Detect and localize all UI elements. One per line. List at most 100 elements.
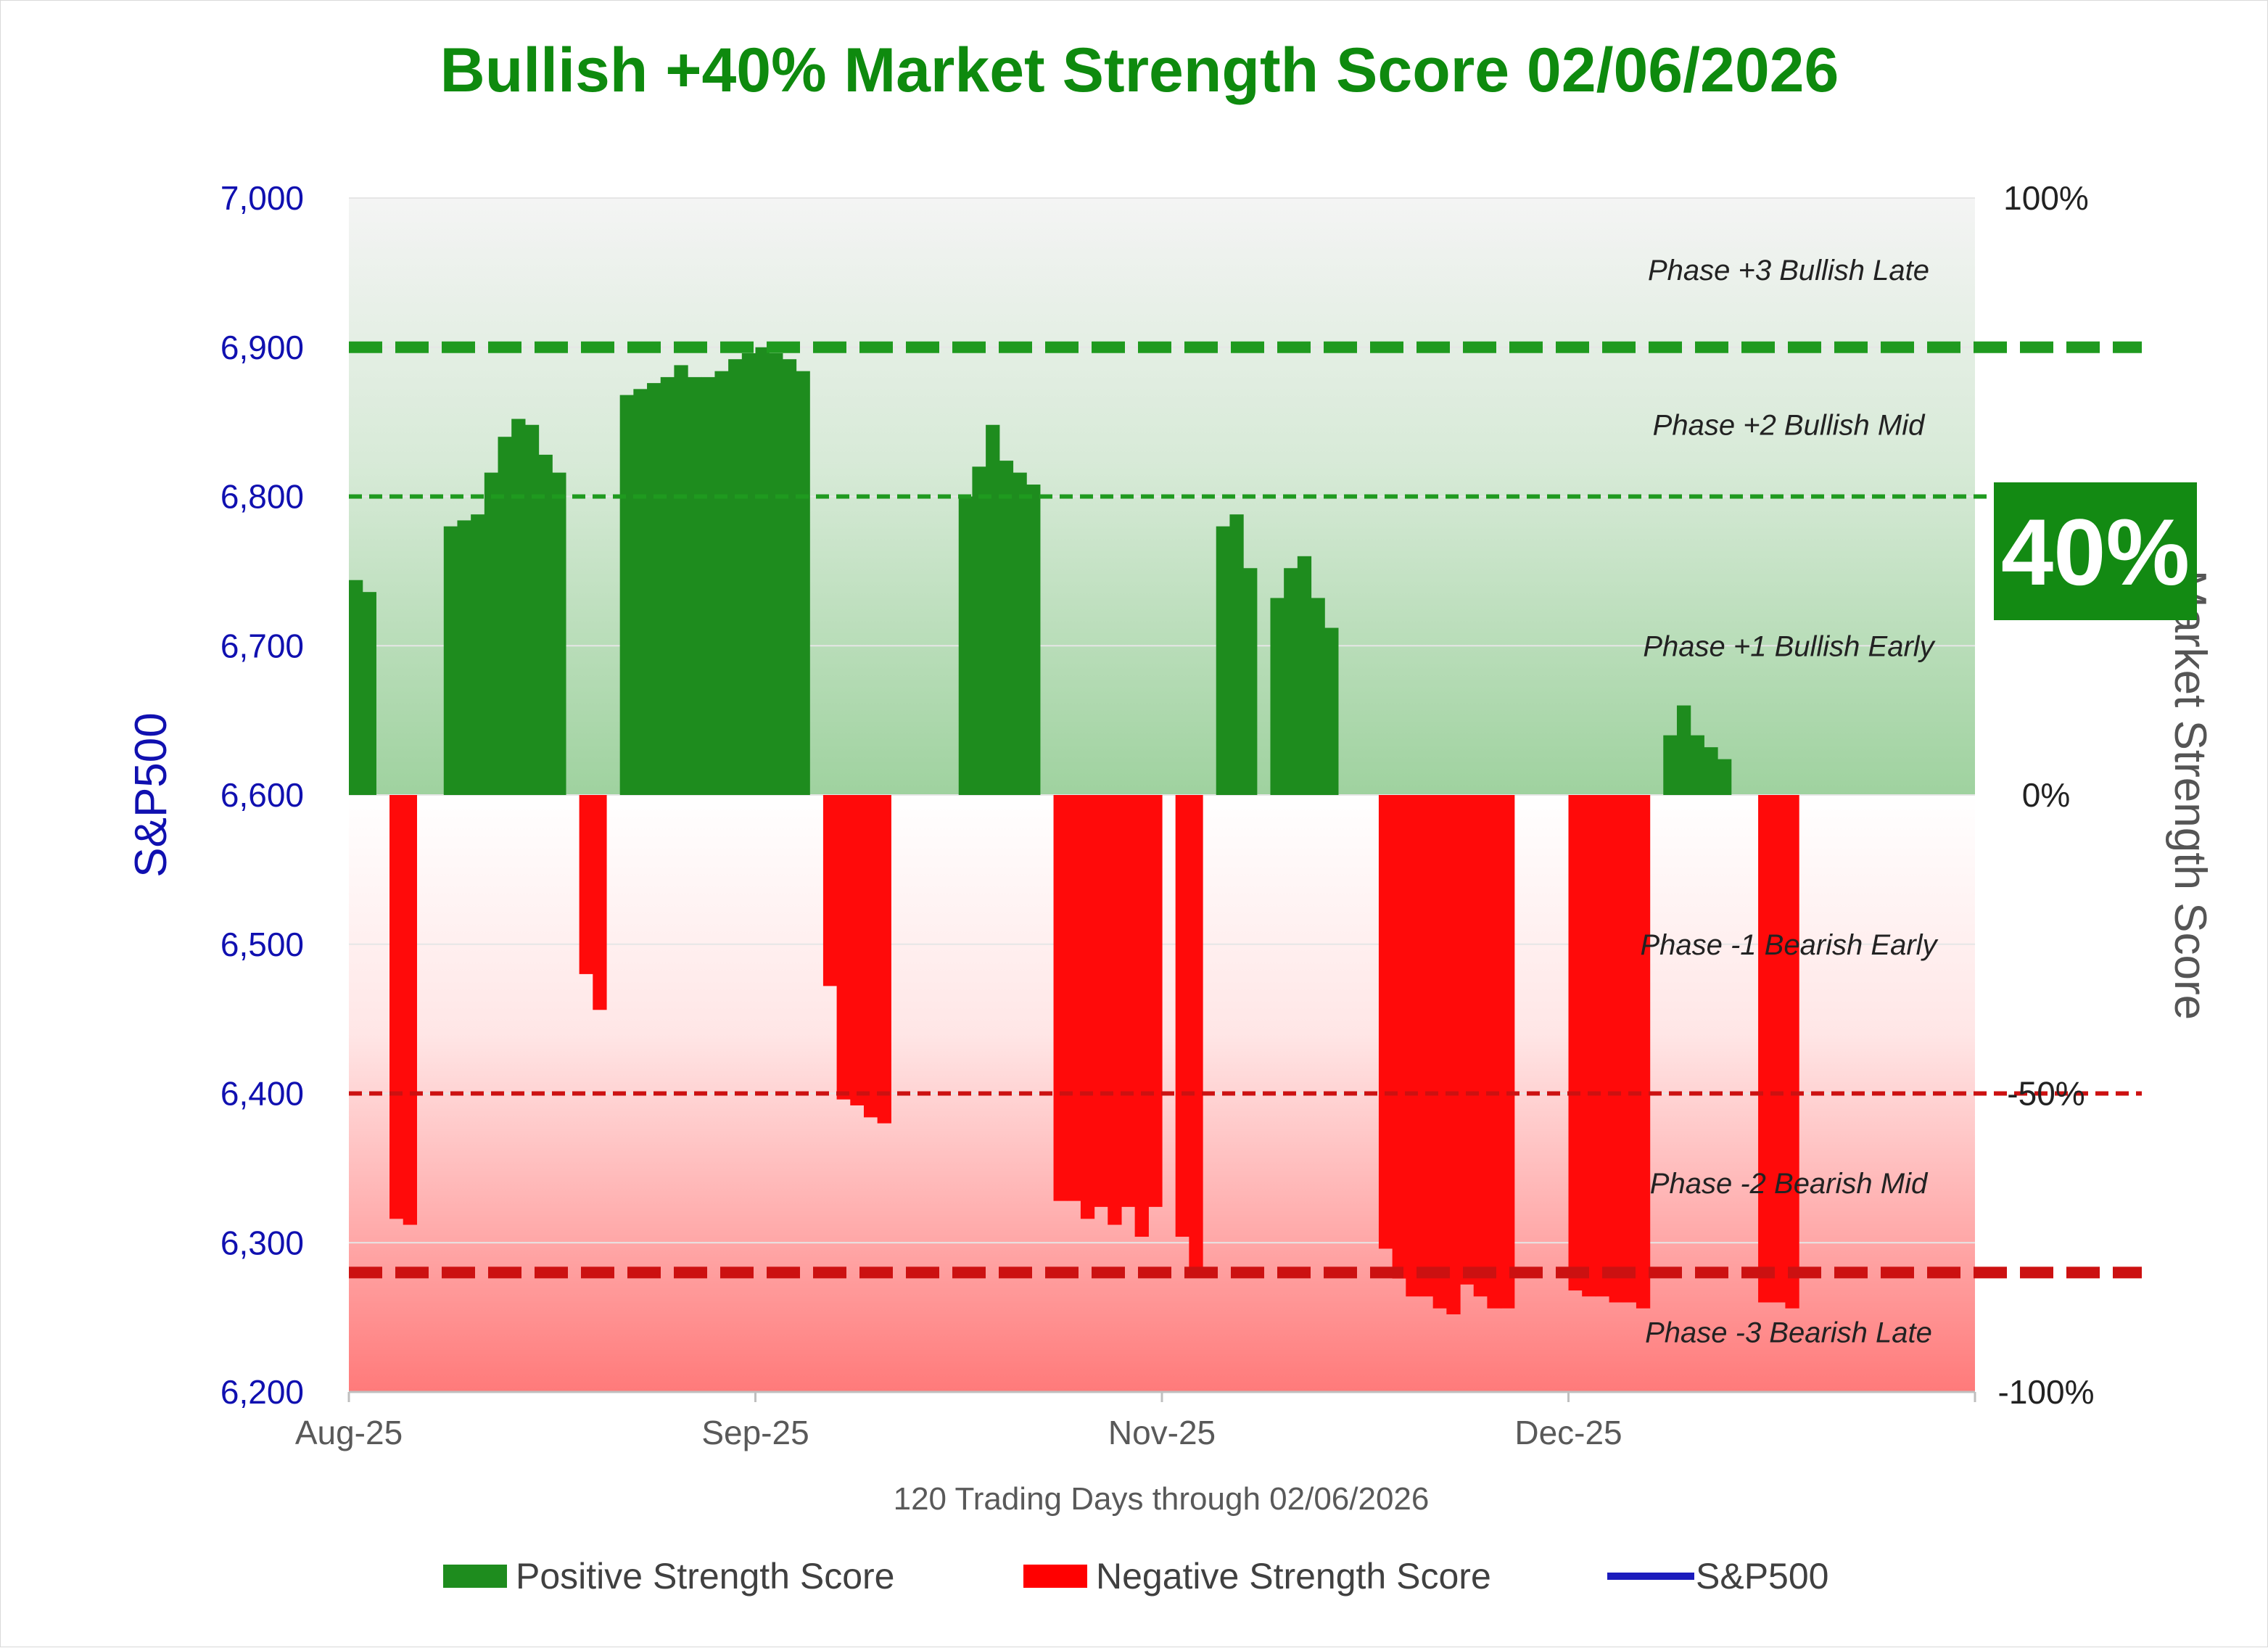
positive-score-bar <box>443 526 458 795</box>
negative-score-bar <box>1148 795 1163 1207</box>
negative-score-bar <box>1785 795 1799 1309</box>
negative-score-bar <box>1487 795 1501 1309</box>
positive-score-bar <box>755 347 770 795</box>
positive-score-bar <box>986 424 1000 795</box>
negative-score-bar <box>1378 795 1393 1249</box>
negative-score-bar <box>1134 795 1149 1237</box>
positive-score-bar <box>498 437 512 795</box>
x-tick-label: Nov-25 <box>1108 1414 1216 1451</box>
left-tick-label: 6,900 <box>220 329 304 366</box>
positive-score-bar <box>1324 627 1339 795</box>
right-tick-label: -100% <box>1998 1373 2095 1411</box>
phase-label: Phase -3 Bearish Late <box>1645 1317 1932 1349</box>
negative-score-bar <box>1582 795 1596 1297</box>
positive-score-bar <box>484 472 499 795</box>
phase-labels: Phase +3 Bullish Late Phase +2 Bullish Mi… <box>1640 255 1939 1349</box>
positive-score-bar <box>1026 485 1041 795</box>
score-box-bg <box>1994 482 2197 620</box>
positive-score-bar <box>1270 598 1284 795</box>
legend-label: S&P500 <box>1696 1556 1828 1596</box>
negative-score-bar <box>389 795 404 1219</box>
positive-score-bar <box>701 376 716 795</box>
x-tick-label: Sep-25 <box>701 1414 809 1451</box>
positive-score-bar <box>1311 598 1325 795</box>
negative-score-bar <box>1609 795 1623 1303</box>
positive-score-bar <box>1690 735 1704 795</box>
positive-score-bar <box>1013 472 1027 795</box>
positive-score-bar <box>633 389 648 795</box>
y-left-axis-label: S&P500 <box>126 712 176 878</box>
positive-score-bar <box>688 376 702 795</box>
negative-score-bar <box>1067 795 1081 1201</box>
positive-score-bar <box>362 592 376 795</box>
positive-score-bar <box>1718 759 1732 795</box>
left-tick-label: 6,500 <box>220 926 304 963</box>
positive-score-bar <box>796 371 810 795</box>
negative-score-bar <box>1175 795 1189 1237</box>
legend-label: Negative Strength Score <box>1096 1556 1491 1596</box>
positive-score-bar <box>511 419 526 795</box>
positive-score-bar <box>972 466 986 795</box>
phase-label: Phase +2 Bullish Mid <box>1653 410 1926 442</box>
left-tick-label: 7,000 <box>220 179 304 217</box>
right-tick-label: 100% <box>2003 179 2089 217</box>
negative-score-bar <box>1080 795 1095 1219</box>
positive-score-bar <box>1663 735 1678 795</box>
positive-score-bar <box>471 514 485 795</box>
positive-score-bar <box>1216 526 1231 795</box>
negative-score-bar <box>1406 795 1420 1297</box>
positive-score-bar <box>1704 747 1718 795</box>
phase-label: Phase -2 Bearish Mid <box>1650 1168 1929 1200</box>
legend-swatch <box>1023 1565 1087 1588</box>
negative-score-bar <box>850 795 865 1105</box>
positive-score-bar <box>1284 568 1298 795</box>
score-bars <box>349 347 1799 1315</box>
phase-lines <box>349 341 2142 1279</box>
negative-score-bar <box>1432 795 1447 1309</box>
negative-score-bar <box>1595 795 1610 1297</box>
right-tick-label: 0% <box>2022 776 2070 814</box>
positive-score-bar <box>619 395 634 795</box>
negative-score-bar <box>403 795 418 1225</box>
x-axis-label: 120 Trading Days through 02/06/2026 <box>894 1481 1430 1517</box>
right-tick-label: -50% <box>2007 1075 2085 1113</box>
positive-score-bar <box>457 520 471 795</box>
negative-score-bar <box>1121 795 1136 1207</box>
chart-title: Bullish +40% Market Strength Score 02/06… <box>440 36 1839 105</box>
x-tick-label: Aug-25 <box>295 1414 403 1451</box>
negative-score-bar <box>1460 795 1475 1285</box>
negative-score-bar <box>1568 795 1583 1291</box>
negative-score-bar <box>1108 795 1122 1225</box>
positive-score-bar <box>524 424 540 795</box>
phase-label: Phase +3 Bullish Late <box>1648 255 1929 287</box>
right-axis-ticks: 100%50%0%-50%-100% <box>1998 179 2095 1411</box>
positive-score-bar <box>741 353 756 796</box>
negative-score-bar <box>1622 795 1637 1303</box>
y-right-axis-label: Market Strength Score <box>2165 570 2215 1020</box>
negative-score-bar <box>1392 795 1406 1279</box>
left-tick-label: 6,300 <box>220 1224 304 1261</box>
negative-score-bar <box>593 795 607 1010</box>
left-tick-label: 6,200 <box>220 1373 304 1411</box>
positive-score-bar <box>714 371 729 795</box>
score-box-label: 40% <box>2001 499 2190 605</box>
legend-swatch <box>443 1565 507 1588</box>
negative-score-bar <box>1446 795 1461 1315</box>
phase-label: Phase -1 Bearish Early <box>1640 929 1939 961</box>
positive-score-bar <box>769 353 783 796</box>
positive-score-bar <box>958 496 973 795</box>
x-tick-label: Dec-25 <box>1514 1414 1622 1451</box>
negative-score-bar <box>822 795 838 986</box>
negative-score-bar <box>877 795 891 1124</box>
left-tick-label: 6,600 <box>220 776 304 814</box>
positive-score-bar <box>1243 568 1258 795</box>
phase-label: Phase +1 Bullish Early <box>1643 630 1936 662</box>
negative-score-bar <box>1053 795 1068 1201</box>
negative-score-bar <box>579 795 593 974</box>
positive-score-bar <box>1229 514 1244 795</box>
left-tick-label: 6,400 <box>220 1075 304 1113</box>
positive-score-bar <box>538 454 553 795</box>
positive-score-bar <box>552 472 566 795</box>
